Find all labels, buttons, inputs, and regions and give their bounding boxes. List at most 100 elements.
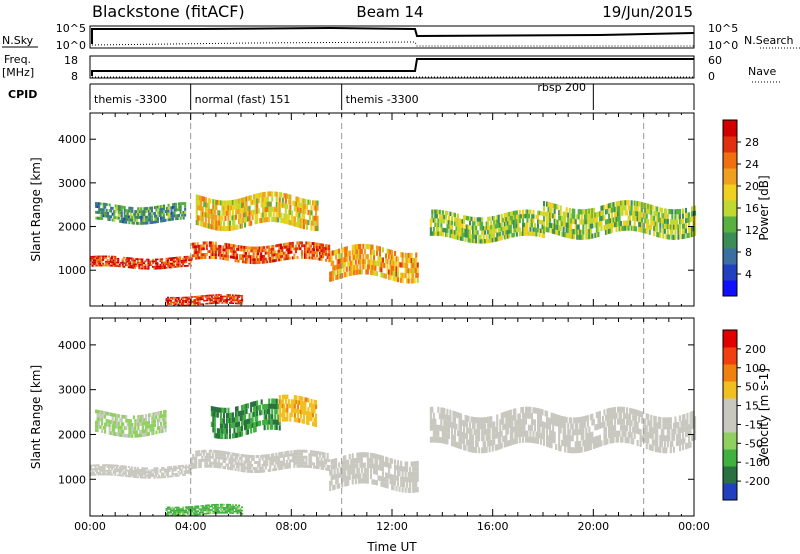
heatmap-cell (148, 471, 151, 474)
heatmap-cell (176, 300, 179, 302)
heatmap-cell (313, 462, 316, 466)
heatmap-cell (103, 473, 106, 476)
heatmap-cell (195, 214, 198, 220)
heatmap-cell (368, 264, 371, 270)
heatmap-cell (446, 219, 449, 225)
heatmap-cell (193, 254, 196, 257)
heatmap-cell (564, 232, 567, 238)
heatmap-cell (161, 219, 164, 223)
heatmap-cell (257, 461, 260, 464)
heatmap-cell (304, 204, 307, 210)
heatmap-cell (645, 443, 648, 450)
heatmap-cell (281, 399, 284, 404)
heatmap-cell (312, 408, 315, 413)
heatmap-cell (191, 301, 194, 303)
heatmap-cell (506, 422, 509, 429)
heatmap-cell (493, 224, 496, 229)
heatmap-cell (443, 431, 446, 438)
heatmap-cell (94, 263, 97, 265)
heatmap-cell (586, 439, 589, 445)
heatmap-cell (222, 298, 225, 301)
heatmap-cell (214, 453, 217, 456)
heatmap-cell (108, 468, 111, 470)
heatmap-cell (210, 209, 213, 215)
heatmap-cell (146, 425, 149, 429)
heatmap-cell (517, 431, 520, 438)
heatmap-cell (400, 252, 403, 258)
heatmap-cell (227, 200, 230, 206)
heatmap-cell (258, 463, 261, 467)
heatmap-cell (185, 301, 188, 304)
heatmap-cell (546, 428, 549, 435)
heatmap-cell (460, 218, 463, 224)
heatmap-cell (453, 441, 456, 448)
heatmap-cell (254, 416, 257, 422)
heatmap-cell (256, 410, 259, 417)
heatmap-cell (350, 260, 353, 266)
heatmap-cell (541, 220, 544, 225)
heatmap-cell (482, 441, 485, 448)
heatmap-cell (506, 216, 509, 222)
heatmap-cell (388, 254, 391, 260)
heatmap-cell (284, 417, 287, 422)
heatmap-cell (229, 249, 232, 253)
heatmap-cell (684, 218, 687, 224)
heatmap-cell (176, 510, 179, 512)
heatmap-cell (133, 476, 136, 478)
heatmap-cell (114, 257, 117, 260)
heatmap-cell (570, 218, 573, 224)
heatmap-cell (272, 468, 275, 472)
heatmap-cell (644, 208, 647, 214)
heatmap-cell (332, 270, 335, 276)
heatmap-cell (207, 213, 210, 219)
heatmap-cell (583, 209, 586, 215)
heatmap-cell (553, 218, 556, 224)
heatmap-cell (657, 217, 660, 223)
heatmap-cell (198, 465, 201, 469)
heatmap-cell (141, 258, 144, 261)
heatmap-cell (490, 229, 493, 234)
heatmap-cell (639, 217, 642, 223)
heatmap-cell (568, 207, 571, 213)
heatmap-cell (285, 254, 288, 258)
heatmap-cell (648, 209, 651, 215)
heatmap-cell (228, 225, 231, 231)
heatmap-cell (312, 215, 315, 221)
heatmap-cell (268, 414, 271, 420)
heatmap-cell (638, 216, 641, 222)
heatmap-cell (293, 256, 296, 260)
heatmap-cell (348, 260, 351, 266)
heatmap-cell (163, 413, 166, 418)
freq-label: Freq. (4, 53, 31, 66)
heatmap-cell (199, 247, 202, 251)
heatmap-cell (216, 295, 219, 298)
heatmap-cell (415, 262, 418, 268)
heatmap-cell (362, 473, 365, 479)
heatmap-cell (441, 437, 444, 444)
heatmap-cell (360, 467, 363, 474)
heatmap-cell (681, 444, 684, 451)
heatmap-cell (452, 212, 455, 217)
heatmap-cell (261, 246, 264, 250)
heatmap-cell (250, 423, 253, 429)
heatmap-cell (294, 461, 297, 465)
heatmap-cell (335, 473, 338, 479)
heatmap-cell (156, 471, 159, 473)
heatmap-cell (97, 255, 100, 258)
heatmap-cell (111, 431, 114, 436)
heatmap-cell (224, 433, 227, 440)
heatmap-cell (158, 411, 161, 415)
heatmap-cell (280, 403, 283, 409)
heatmap-cell (621, 225, 624, 231)
heatmap-cell (475, 441, 478, 448)
heatmap-cell (558, 210, 561, 216)
heatmap-cell (269, 462, 272, 466)
heatmap-cell (228, 433, 231, 439)
freq-line (91, 58, 694, 76)
heatmap-cell (540, 414, 543, 421)
heatmap-cell (447, 215, 450, 221)
heatmap-cell (120, 220, 123, 223)
heatmap-cell (647, 203, 650, 209)
heatmap-cell (285, 242, 288, 246)
heatmap-cell (322, 243, 325, 247)
